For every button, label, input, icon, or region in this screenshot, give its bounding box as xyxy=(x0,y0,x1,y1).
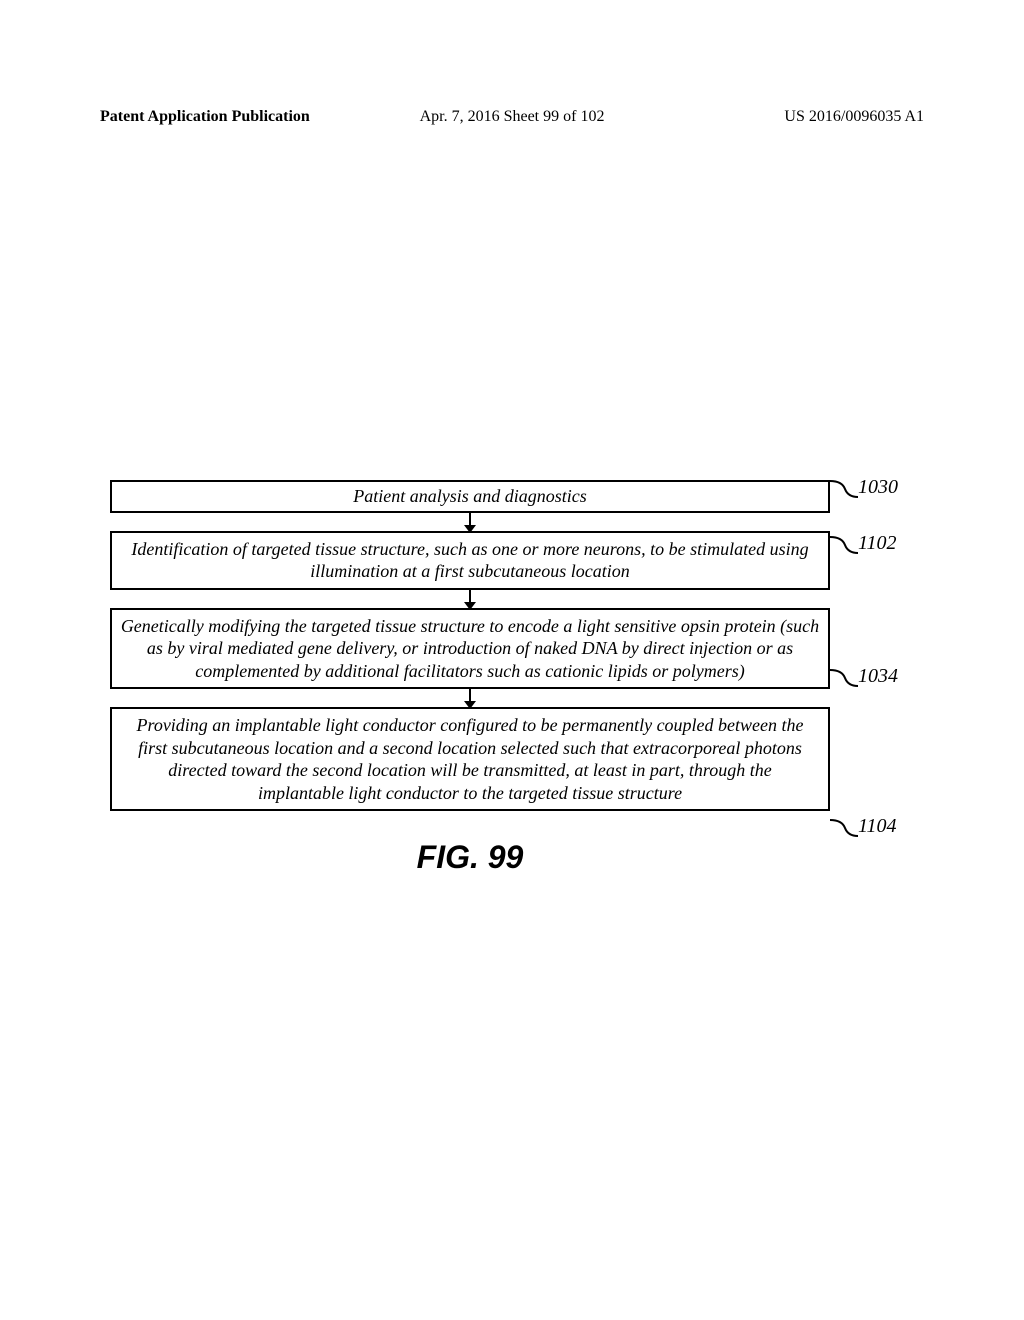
header-patent-number: US 2016/0096035 A1 xyxy=(784,108,924,126)
figure-number: FIG. 99 xyxy=(110,839,830,876)
box-label-1030: 1030 xyxy=(828,476,898,499)
label-curve-icon xyxy=(828,666,858,688)
box-text: Patient analysis and diagnostics xyxy=(353,486,587,506)
label-curve-icon xyxy=(828,533,858,555)
box-text: Genetically modifying the targeted tissu… xyxy=(121,616,819,681)
label-curve-icon xyxy=(828,816,858,838)
box-label-1102: 1102 xyxy=(828,532,897,555)
flowchart-connector xyxy=(110,590,830,608)
page-header: Patent Application Publication Apr. 7, 2… xyxy=(0,108,1024,126)
label-curve-icon xyxy=(828,477,858,499)
box-text: Providing an implantable light conductor… xyxy=(136,715,803,803)
flowchart-box-1102: Identification of targeted tissue struct… xyxy=(110,531,830,590)
flowchart-box-1034: Genetically modifying the targeted tissu… xyxy=(110,608,830,690)
flowchart-connector xyxy=(110,513,830,531)
label-text: 1102 xyxy=(858,532,897,555)
box-label-1034: 1034 xyxy=(828,665,898,688)
header-publication: Patent Application Publication xyxy=(100,108,310,126)
flowchart-connector xyxy=(110,689,830,707)
header-sheet-info: Apr. 7, 2016 Sheet 99 of 102 xyxy=(420,108,605,126)
label-text: 1034 xyxy=(858,665,898,688)
box-label-1104: 1104 xyxy=(828,815,897,838)
box-text: Identification of targeted tissue struct… xyxy=(131,539,808,582)
flowchart-box-1030: Patient analysis and diagnostics xyxy=(110,480,830,513)
label-text: 1030 xyxy=(858,476,898,499)
flowchart-box-1104: Providing an implantable light conductor… xyxy=(110,707,830,811)
label-text: 1104 xyxy=(858,815,897,838)
flowchart-container: Patient analysis and diagnostics 1030 Id… xyxy=(110,480,830,876)
